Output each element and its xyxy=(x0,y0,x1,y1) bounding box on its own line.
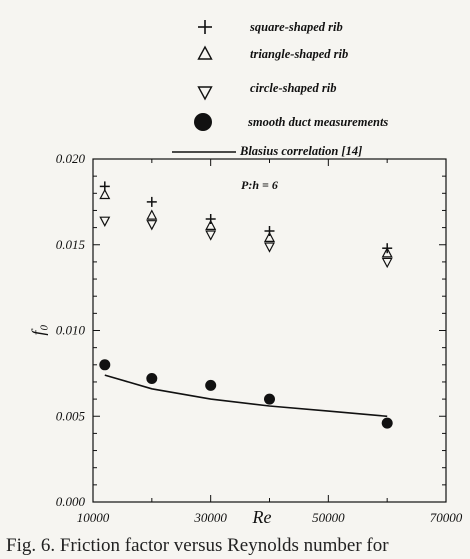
blasius-line-group xyxy=(104,374,388,418)
point-triangle-shaped-rib xyxy=(264,231,275,242)
legend-entry-4: Blasius correlation [14] xyxy=(172,144,362,158)
x-tick-label: 10000 xyxy=(77,510,110,525)
point-triangle-shaped-rib xyxy=(99,188,111,200)
tick-labels: 0.000 0.005 0.010 0.015 0.020 10000 30000 50000… xyxy=(56,151,463,525)
series-line-blasius-correlation-14 xyxy=(104,374,388,418)
data-marks xyxy=(99,181,393,429)
legend-entry-3: smooth duct measurements xyxy=(194,113,388,131)
legend-label-triangle-rib: triangle-shaped rib xyxy=(250,47,348,61)
point-smooth-duct-measurements xyxy=(99,359,111,371)
y-tick-label: 0.020 xyxy=(56,151,86,166)
annotation-p-h: P:h = 6 xyxy=(241,178,278,192)
point-smooth-duct-measurements xyxy=(205,379,217,391)
axis-ticks xyxy=(92,158,447,503)
legend-label-square-rib: square-shaped rib xyxy=(249,20,343,34)
point-circle-shaped-rib xyxy=(264,242,275,253)
figure-caption: Fig. 6. Friction factor versus Reynolds … xyxy=(6,535,389,556)
legend-label-smooth-duct: smooth duct measurements xyxy=(247,115,388,129)
y-tick-label: 0.005 xyxy=(56,408,86,423)
point-circle-shaped-rib xyxy=(99,216,111,227)
legend-entry-1: triangle-shaped rib xyxy=(197,45,348,61)
point-triangle-shaped-rib xyxy=(205,219,217,230)
point-circle-shaped-rib xyxy=(146,220,158,231)
legend-marker-triangle-rib xyxy=(197,45,213,60)
point-smooth-duct-measurements xyxy=(381,417,393,429)
point-circle-shaped-rib xyxy=(381,257,393,269)
point-square-shaped-rib xyxy=(205,214,216,224)
x-tick-label: 50000 xyxy=(312,510,345,525)
x-tick-label: 70000 xyxy=(430,510,463,525)
point-smooth-duct-measurements xyxy=(264,393,275,405)
point-square-shaped-rib xyxy=(264,226,275,236)
y-tick-label: 0.015 xyxy=(56,237,86,252)
y-axis-label: f₀ xyxy=(28,324,48,335)
legend-entry-0: square-shaped rib xyxy=(198,20,343,34)
point-circle-shaped-rib xyxy=(205,230,217,241)
point-triangle-shaped-rib xyxy=(146,209,158,220)
point-smooth-duct-measurements xyxy=(146,373,158,384)
legend-label-circle-rib: circle-shaped rib xyxy=(250,81,336,95)
x-tick-label: 30000 xyxy=(193,510,227,525)
legend-marker-square-rib xyxy=(198,20,212,34)
legend-entry-2: circle-shaped rib xyxy=(197,81,336,101)
legend-marker-circle-rib xyxy=(197,86,213,101)
x-axis-label: Re xyxy=(252,507,272,527)
legend: square-shaped rib triangle-shaped rib ci… xyxy=(172,20,388,158)
legend-marker-smooth-duct xyxy=(194,113,212,131)
point-square-shaped-rib xyxy=(146,196,157,207)
y-tick-label: 0.010 xyxy=(56,323,86,338)
legend-label-blasius: Blasius correlation [14] xyxy=(239,144,362,158)
y-tick-label: 0.000 xyxy=(56,494,86,509)
plot-frame xyxy=(92,158,447,503)
point-triangle-shaped-rib xyxy=(381,247,393,258)
